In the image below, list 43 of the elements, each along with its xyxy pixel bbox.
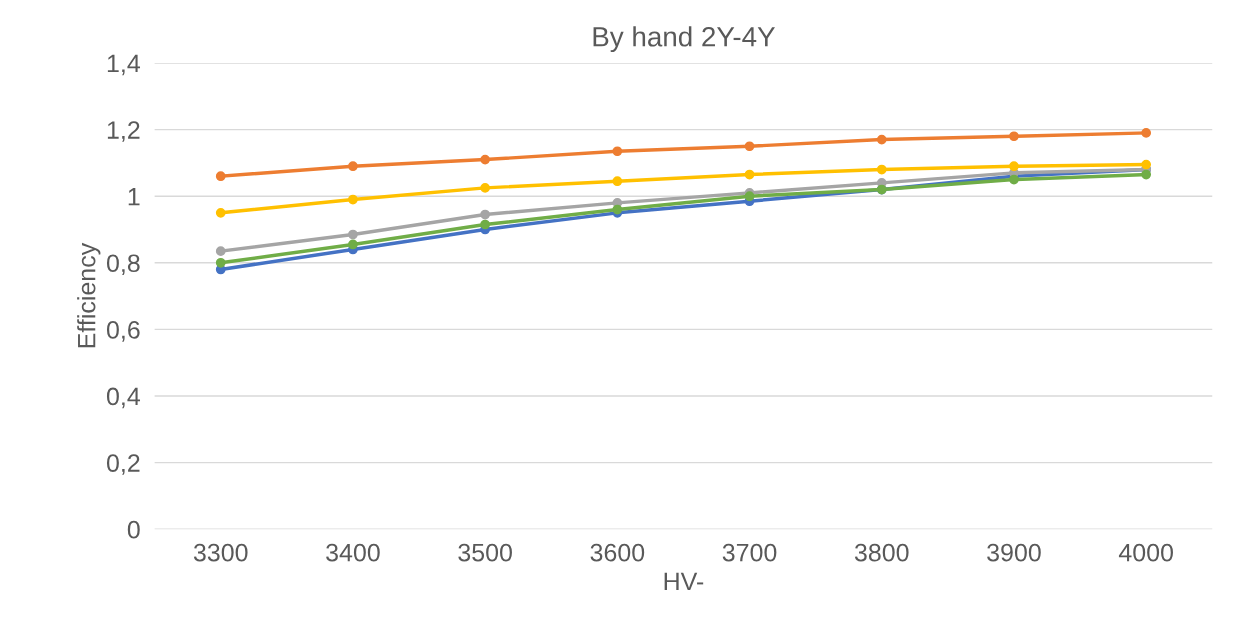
point — [876, 164, 887, 175]
point — [744, 191, 755, 202]
point — [480, 183, 490, 193]
point — [1141, 159, 1152, 170]
y-axis-title: Efficiency — [77, 242, 101, 348]
point — [480, 219, 490, 230]
point — [612, 146, 623, 157]
chart-title: By hand 2Y-4Y — [593, 26, 775, 53]
y-tick-label: 1 — [128, 188, 140, 206]
point — [744, 169, 755, 180]
x-tick-label: 3800 — [854, 543, 909, 562]
x-tick-label: 3600 — [590, 543, 645, 562]
y-tick-label: 0,6 — [106, 321, 140, 342]
x-tick-label: 3700 — [722, 543, 777, 562]
point — [215, 171, 226, 182]
point — [348, 194, 358, 205]
point — [1009, 161, 1019, 172]
x-tick-label: 3900 — [987, 543, 1041, 562]
point — [348, 229, 358, 240]
point — [348, 161, 358, 172]
x-axis-title: HV- — [664, 572, 704, 591]
point — [1141, 169, 1152, 180]
point — [876, 134, 887, 145]
x-tick-label: 4000 — [1118, 543, 1173, 562]
y-tick-label: 0,4 — [106, 387, 141, 409]
point — [1141, 128, 1152, 138]
x-tick-label: 3400 — [326, 543, 380, 562]
y-tick-label: 0,8 — [106, 254, 140, 276]
y-tick-label: 0 — [127, 520, 140, 539]
y-tick-label: 1,2 — [107, 121, 140, 142]
point — [744, 141, 755, 152]
x-tick-label: 3300 — [193, 543, 248, 562]
point — [348, 239, 358, 250]
x-tick-label: 3500 — [458, 543, 512, 562]
point — [480, 154, 490, 165]
point — [612, 176, 623, 187]
point — [1009, 131, 1019, 142]
y-tick-label: 1,4 — [107, 54, 141, 76]
point — [215, 207, 226, 218]
point — [215, 257, 226, 268]
y-tick-label: 0,2 — [106, 454, 140, 475]
point — [215, 246, 226, 257]
point — [480, 209, 490, 220]
